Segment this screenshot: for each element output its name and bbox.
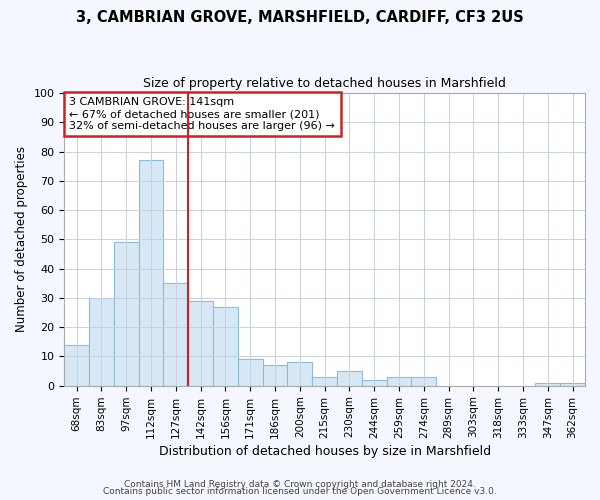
Title: Size of property relative to detached houses in Marshfield: Size of property relative to detached ho… <box>143 78 506 90</box>
Bar <box>337 371 362 386</box>
Bar <box>89 298 114 386</box>
Bar <box>139 160 163 386</box>
X-axis label: Distribution of detached houses by size in Marshfield: Distribution of detached houses by size … <box>158 444 491 458</box>
Bar <box>287 362 312 386</box>
Text: 3, CAMBRIAN GROVE, MARSHFIELD, CARDIFF, CF3 2US: 3, CAMBRIAN GROVE, MARSHFIELD, CARDIFF, … <box>76 10 524 25</box>
Text: Contains HM Land Registry data © Crown copyright and database right 2024.: Contains HM Land Registry data © Crown c… <box>124 480 476 489</box>
Bar <box>238 360 263 386</box>
Bar <box>163 284 188 386</box>
Text: 3 CAMBRIAN GROVE: 141sqm
← 67% of detached houses are smaller (201)
32% of semi-: 3 CAMBRIAN GROVE: 141sqm ← 67% of detach… <box>70 98 335 130</box>
Y-axis label: Number of detached properties: Number of detached properties <box>15 146 28 332</box>
Bar <box>213 306 238 386</box>
Bar <box>386 377 412 386</box>
Bar <box>188 301 213 386</box>
Bar <box>64 344 89 386</box>
Bar <box>312 377 337 386</box>
Bar <box>114 242 139 386</box>
Bar <box>560 383 585 386</box>
Bar <box>362 380 386 386</box>
Text: Contains public sector information licensed under the Open Government Licence v3: Contains public sector information licen… <box>103 488 497 496</box>
Bar <box>412 377 436 386</box>
Bar <box>535 383 560 386</box>
Bar <box>263 365 287 386</box>
